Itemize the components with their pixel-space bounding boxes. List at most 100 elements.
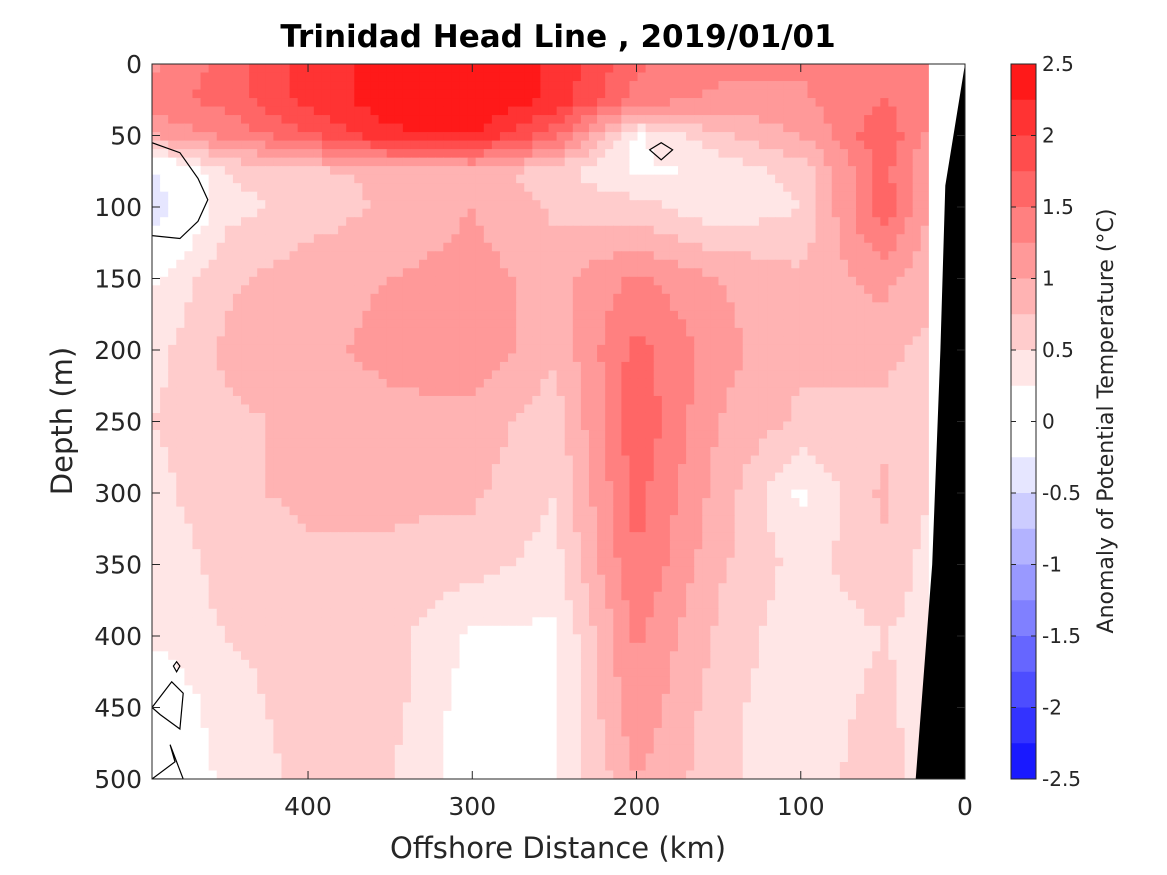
heatmap-cell: [321, 183, 331, 193]
heatmap-cell: [192, 430, 202, 440]
heatmap-cell: [524, 489, 533, 499]
heatmap-cell: [176, 430, 185, 440]
heatmap-cell: [637, 174, 647, 184]
heatmap-cell: [160, 191, 169, 201]
heatmap-cell: [241, 115, 250, 125]
heatmap-cell: [718, 106, 728, 116]
heatmap-cell: [637, 268, 647, 278]
heatmap-cell: [856, 319, 865, 329]
heatmap-cell: [912, 149, 922, 159]
heatmap-cell: [880, 447, 889, 457]
heatmap-cell: [597, 140, 606, 150]
heatmap-cell: [459, 174, 469, 184]
heatmap-cell: [572, 251, 582, 261]
heatmap-cell: [823, 183, 833, 193]
heatmap-cell: [548, 217, 558, 227]
heatmap-cell: [459, 140, 469, 150]
heatmap-cell: [540, 64, 550, 74]
heatmap-cell: [192, 387, 202, 397]
heatmap-cell: [443, 225, 453, 235]
heatmap-cell: [815, 430, 825, 440]
heatmap-cell: [686, 378, 695, 389]
heatmap-cell: [354, 149, 363, 159]
heatmap-cell: [767, 481, 776, 491]
heatmap-cell: [499, 387, 509, 397]
heatmap-cell: [904, 370, 914, 380]
heatmap-cell: [815, 455, 825, 465]
heatmap-cell: [257, 404, 266, 414]
heatmap-cell: [775, 404, 784, 414]
heatmap-cell: [847, 447, 857, 457]
heatmap-cell: [508, 276, 517, 286]
heatmap-cell: [653, 344, 663, 354]
heatmap-cell: [807, 208, 817, 218]
heatmap-cell: [208, 106, 218, 116]
heatmap-cell: [572, 412, 582, 423]
heatmap-cell: [710, 81, 720, 91]
heatmap-cell: [661, 472, 671, 482]
heatmap-cell: [872, 438, 881, 448]
heatmap-cell: [920, 361, 930, 372]
heatmap-cell: [160, 302, 169, 312]
heatmap-cell: [823, 200, 833, 210]
heatmap-cell: [694, 81, 703, 91]
heatmap-cell: [184, 336, 194, 346]
heatmap-cell: [297, 489, 307, 499]
heatmap-cell: [653, 242, 663, 252]
heatmap-cell: [653, 361, 663, 372]
heatmap-cell: [281, 404, 291, 414]
heatmap-cell: [524, 81, 533, 91]
heatmap-cell: [856, 395, 865, 406]
heatmap-cell: [200, 89, 210, 99]
heatmap-cell: [645, 404, 655, 414]
heatmap-cell: [321, 387, 331, 397]
heatmap-cell: [613, 132, 622, 142]
heatmap-cell: [718, 242, 728, 252]
heatmap-cell: [564, 404, 574, 414]
heatmap-cell: [880, 302, 889, 312]
heatmap-cell: [694, 395, 703, 406]
heatmap-cell: [394, 395, 404, 406]
heatmap-cell: [621, 361, 631, 372]
heatmap-cell: [742, 81, 752, 91]
heatmap-cell: [532, 208, 542, 218]
heatmap-cell: [912, 208, 922, 218]
heatmap-cell: [249, 455, 258, 465]
heatmap-cell: [491, 98, 501, 108]
heatmap-cell: [459, 344, 469, 354]
heatmap-cell: [888, 259, 898, 269]
heatmap-cell: [718, 310, 728, 320]
heatmap-cell: [427, 344, 436, 354]
heatmap-cell: [686, 395, 695, 406]
heatmap-cell: [427, 191, 436, 201]
heatmap-cell: [742, 140, 752, 150]
heatmap-cell: [257, 268, 266, 278]
heatmap-cell: [783, 106, 792, 116]
heatmap-cell: [321, 251, 331, 261]
heatmap-cell: [467, 149, 477, 159]
heatmap-cell: [346, 259, 355, 269]
heatmap-cell: [872, 404, 881, 414]
heatmap-cell: [540, 242, 550, 252]
heatmap-cell: [588, 72, 598, 82]
heatmap-cell: [499, 157, 509, 167]
heatmap-cell: [362, 472, 372, 482]
heatmap-cell: [370, 140, 380, 150]
heatmap-cell: [686, 464, 695, 474]
heatmap-cell: [572, 285, 582, 295]
heatmap-cell: [370, 327, 380, 337]
heatmap-cell: [920, 293, 930, 303]
heatmap-cell: [241, 200, 250, 210]
heatmap-cell: [597, 421, 606, 431]
heatmap-cell: [880, 217, 889, 227]
heatmap-cell: [621, 200, 631, 210]
heatmap-cell: [499, 89, 509, 99]
heatmap-cell: [912, 98, 922, 108]
heatmap-cell: [694, 132, 703, 142]
heatmap-cell: [556, 259, 566, 269]
heatmap-cell: [669, 430, 679, 440]
heatmap-cell: [305, 472, 315, 482]
heatmap-cell: [330, 183, 339, 193]
heatmap-cell: [645, 464, 655, 474]
heatmap-cell: [281, 89, 291, 99]
